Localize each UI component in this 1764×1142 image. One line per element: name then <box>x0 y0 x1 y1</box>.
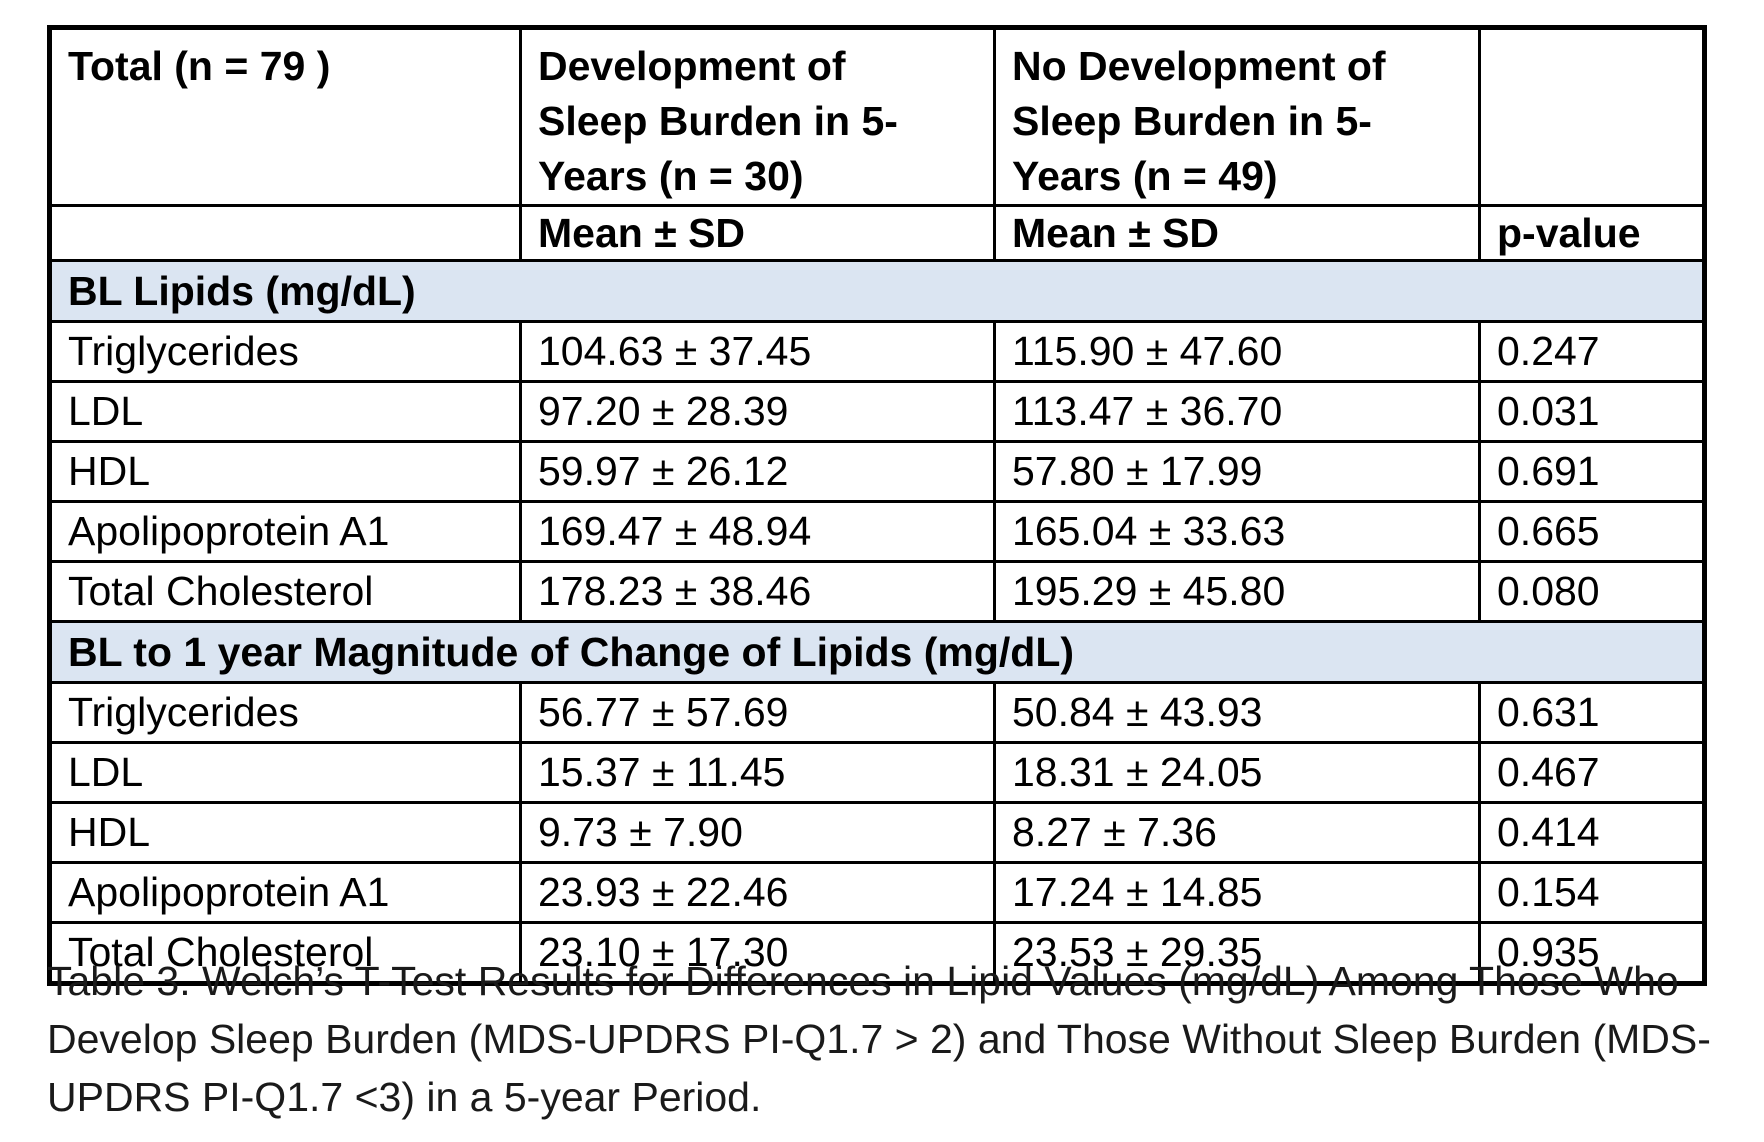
mean-sd-cell-2: 23.53 ± 29.35 <box>993 921 1481 985</box>
table-row: Total Cholesterol 23.10 ± 17.30 23.53 ± 29… <box>48 921 1706 985</box>
col-header-empty <box>1478 26 1706 207</box>
table-row: Apolipoprotein A1 23.93 ± 22.46 17.24 ± 14… <box>48 861 1706 924</box>
header-line: Sleep Burden in 5- <box>1012 98 1372 144</box>
p-value-cell: 0.414 <box>1478 801 1706 864</box>
table-row: HDL 59.97 ± 26.12 57.80 ± 17.99 0.691 <box>48 440 1706 503</box>
table-row: LDL 15.37 ± 11.45 18.31 ± 24.05 0.467 <box>48 741 1706 804</box>
section-header-row: BL to 1 year Magnitude of Change of Lipi… <box>48 620 1706 684</box>
row-label-cell: Total Cholesterol <box>48 921 522 985</box>
mean-sd-cell-1: 15.37 ± 11.45 <box>519 741 996 804</box>
p-value-cell: 0.665 <box>1478 500 1706 563</box>
mean-sd-cell-1: 23.10 ± 17.30 <box>519 921 996 985</box>
table-caption: Table 3. Welch’s T-Test Results for Diff… <box>47 952 1711 1126</box>
mean-sd-header-1: Mean ± SD <box>519 204 996 262</box>
mean-sd-cell-2: 115.90 ± 47.60 <box>993 320 1481 383</box>
table-row: Triglycerides 56.77 ± 57.69 50.84 ± 43.93 0… <box>48 681 1706 744</box>
row-label-cell: HDL <box>48 801 522 864</box>
section-title: BL to 1 year Magnitude of Change of Lipi… <box>48 620 1706 684</box>
row-label-cell: Triglycerides <box>48 320 522 383</box>
header-line: Years (n = 30) <box>538 153 804 199</box>
table-row: Total Cholesterol 178.23 ± 38.46 195.29 ± … <box>48 560 1706 623</box>
mean-sd-cell-2: 8.27 ± 7.36 <box>993 801 1481 864</box>
p-value-cell: 0.467 <box>1478 741 1706 804</box>
header-line: Total (n = 79 ) <box>68 43 331 89</box>
col-header-no-development: No Development of Sleep Burden in 5- Years… <box>993 26 1481 207</box>
results-table-wrapper: Total (n = 79 ) Development of Sleep Burd… <box>47 25 1707 986</box>
p-value-cell: 0.031 <box>1478 380 1706 443</box>
mean-sd-cell-2: 17.24 ± 14.85 <box>993 861 1481 924</box>
mean-sd-cell-1: 9.73 ± 7.90 <box>519 801 996 864</box>
mean-sd-cell-1: 169.47 ± 48.94 <box>519 500 996 563</box>
mean-sd-cell-1: 178.23 ± 38.46 <box>519 560 996 623</box>
header-line: No Development of <box>1012 43 1386 89</box>
p-value-cell: 0.691 <box>1478 440 1706 503</box>
col-header-development: Development of Sleep Burden in 5- Years (n… <box>519 26 996 207</box>
table-row: Apolipoprotein A1 169.47 ± 48.94 165.04 ± … <box>48 500 1706 563</box>
caption-line: Table 3. Welch’s T-Test Results for Diff… <box>47 958 1679 1004</box>
row-label-cell: LDL <box>48 380 522 443</box>
mean-sd-cell-1: 104.63 ± 37.45 <box>519 320 996 383</box>
section-title: BL Lipids (mg/dL) <box>48 259 1706 323</box>
p-value-cell: 0.154 <box>1478 861 1706 924</box>
mean-sd-cell-1: 97.20 ± 28.39 <box>519 380 996 443</box>
p-value-cell: 0.631 <box>1478 681 1706 744</box>
header-line: Years (n = 49) <box>1012 153 1278 199</box>
row-label-cell: Triglycerides <box>48 681 522 744</box>
welch-ttest-table: Total (n = 79 ) Development of Sleep Burd… <box>47 25 1707 986</box>
p-value-header: p-value <box>1478 204 1706 262</box>
col-header-total: Total (n = 79 ) <box>48 26 522 207</box>
table-row: Triglycerides 104.63 ± 37.45 115.90 ± 47.6… <box>48 320 1706 383</box>
caption-line: Develop Sleep Burden (MDS-UPDRS PI-Q1.7 … <box>47 1016 1711 1062</box>
row-label-cell: Apolipoprotein A1 <box>48 500 522 563</box>
mean-sd-cell-2: 57.80 ± 17.99 <box>993 440 1481 503</box>
caption-line: UPDRS PI-Q1.7 <3) in a 5-year Period. <box>47 1074 762 1120</box>
mean-sd-header-2: Mean ± SD <box>993 204 1481 262</box>
p-value-cell: 0.080 <box>1478 560 1706 623</box>
header-line: Development of <box>538 43 846 89</box>
mean-sd-cell-2: 165.04 ± 33.63 <box>993 500 1481 563</box>
section-header-row: BL Lipids (mg/dL) <box>48 259 1706 323</box>
row-label-cell: Total Cholesterol <box>48 560 522 623</box>
mean-sd-cell-2: 50.84 ± 43.93 <box>993 681 1481 744</box>
p-value-cell: 0.247 <box>1478 320 1706 383</box>
table-row: HDL 9.73 ± 7.90 8.27 ± 7.36 0.414 <box>48 801 1706 864</box>
header-row-groups: Total (n = 79 ) Development of Sleep Burd… <box>48 26 1706 207</box>
mean-sd-cell-1: 23.93 ± 22.46 <box>519 861 996 924</box>
p-value-cell: 0.935 <box>1478 921 1706 985</box>
mean-sd-cell-2: 113.47 ± 36.70 <box>993 380 1481 443</box>
table-row: LDL 97.20 ± 28.39 113.47 ± 36.70 0.031 <box>48 380 1706 443</box>
header-line: Sleep Burden in 5- <box>538 98 898 144</box>
header-row-measures: Mean ± SD Mean ± SD p-value <box>48 204 1706 262</box>
row-label-cell: HDL <box>48 440 522 503</box>
measure-header-empty <box>48 204 522 262</box>
mean-sd-cell-1: 56.77 ± 57.69 <box>519 681 996 744</box>
mean-sd-cell-2: 195.29 ± 45.80 <box>993 560 1481 623</box>
mean-sd-cell-2: 18.31 ± 24.05 <box>993 741 1481 804</box>
mean-sd-cell-1: 59.97 ± 26.12 <box>519 440 996 503</box>
row-label-cell: LDL <box>48 741 522 804</box>
row-label-cell: Apolipoprotein A1 <box>48 861 522 924</box>
